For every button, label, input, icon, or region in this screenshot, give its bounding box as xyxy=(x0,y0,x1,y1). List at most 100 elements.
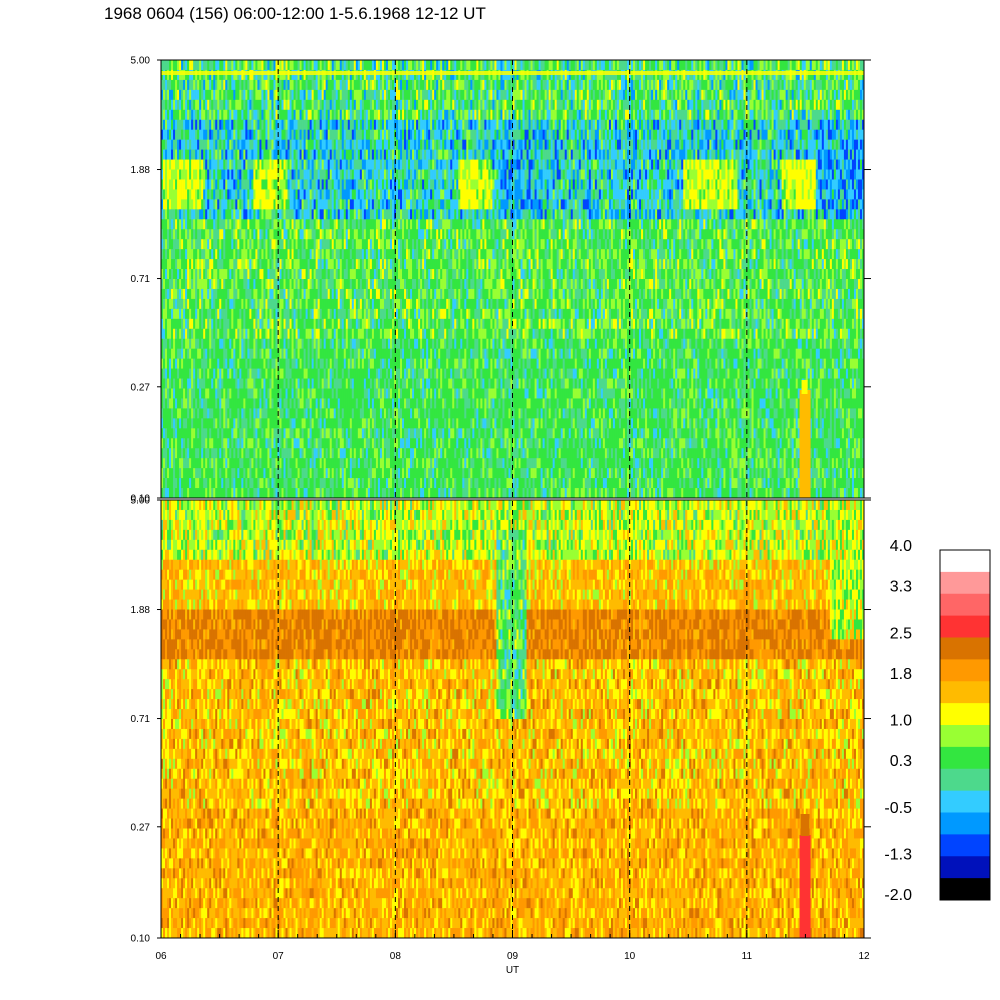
spectrogram-cell xyxy=(383,179,387,190)
spectrogram-cell xyxy=(371,169,375,180)
spectrogram-cell xyxy=(351,139,355,150)
spectrogram-cell xyxy=(404,328,407,340)
spectrogram-cell xyxy=(283,438,286,449)
spectrogram-cell xyxy=(468,378,471,399)
spectrogram-cell xyxy=(299,458,302,479)
spectrogram-cell xyxy=(458,199,461,210)
spectrogram-cell xyxy=(247,478,250,489)
spectrogram-cell xyxy=(383,169,387,180)
spectrogram-cell xyxy=(311,149,314,160)
spectrogram-cell xyxy=(337,189,341,200)
spectrogram-cell xyxy=(259,348,262,359)
spectrogram-cell xyxy=(387,249,391,260)
spectrogram-cell xyxy=(221,408,224,429)
spectrogram-cell xyxy=(237,298,240,320)
spectrogram-cell xyxy=(167,219,170,230)
spectrogram-cell xyxy=(396,288,399,300)
spectrogram-cell xyxy=(422,189,425,200)
spectrogram-cell xyxy=(161,468,164,489)
spectrogram-cell xyxy=(396,149,399,160)
spectrogram-cell xyxy=(247,189,250,200)
spectrogram-cell xyxy=(408,199,411,210)
spectrogram-cell xyxy=(307,408,310,429)
spectrogram-cell xyxy=(171,149,174,160)
spectrogram-cell xyxy=(428,488,431,499)
spectrogram-cell xyxy=(434,159,437,170)
spectrogram-cell xyxy=(269,219,272,230)
spectrogram-cell xyxy=(420,308,423,320)
spectrogram-cell xyxy=(327,209,331,220)
spectrogram-cell xyxy=(341,488,345,499)
spectrogram-cell xyxy=(275,139,278,160)
spectrogram-cell xyxy=(223,428,226,439)
spectrogram-cell xyxy=(279,298,282,340)
spectrogram-cell xyxy=(456,179,459,190)
spectrogram-cell xyxy=(420,358,423,369)
spectrogram-cell xyxy=(406,358,409,369)
spectrogram-cell xyxy=(462,279,465,320)
spectrogram-cell xyxy=(183,358,186,389)
spectrogram-cell xyxy=(201,348,204,359)
spectrogram-cell xyxy=(343,139,347,150)
spectrogram-cell xyxy=(418,129,421,150)
spectrogram-cell xyxy=(219,458,222,469)
spectrogram-cell xyxy=(175,119,178,130)
spectrogram-cell xyxy=(273,149,276,160)
spectrogram-cell xyxy=(432,109,435,121)
spectrogram-cell xyxy=(243,358,246,399)
spectrogram-cell xyxy=(343,308,347,320)
spectrogram-cell xyxy=(398,318,401,330)
spectrogram-cell xyxy=(243,328,246,340)
spectrogram-cell xyxy=(353,189,357,200)
spectrogram-cell xyxy=(311,428,314,449)
spectrogram-cell xyxy=(383,408,387,419)
spectrogram-cell xyxy=(414,189,417,200)
spectrogram-cell xyxy=(181,378,184,389)
spectrogram-cell xyxy=(247,269,250,280)
spectrogram-cell xyxy=(337,139,341,170)
spectrogram-cell xyxy=(345,219,349,230)
spectrogram-cell xyxy=(223,139,226,150)
spectrogram-cell xyxy=(357,328,361,340)
spectrogram-cell xyxy=(171,308,174,320)
spectrogram-cell xyxy=(381,259,385,270)
spectrogram-cell xyxy=(273,119,276,130)
spectrogram-cell xyxy=(305,109,308,121)
spectrogram-cell xyxy=(283,328,286,340)
spectrogram-cell xyxy=(175,458,178,479)
spectrogram-cell xyxy=(319,159,322,170)
spectrogram-cell xyxy=(396,199,399,210)
spectrogram-cell xyxy=(446,348,449,359)
spectrogram-cell xyxy=(351,60,355,71)
spectrogram-cell xyxy=(191,109,194,121)
spectrogram-cell xyxy=(261,229,264,240)
spectrogram-cell xyxy=(267,418,270,439)
spectrogram-cell xyxy=(345,468,349,499)
spectrogram-cell xyxy=(424,60,427,71)
spectrogram-cell xyxy=(438,308,441,320)
spectrogram-cell xyxy=(337,239,341,250)
spectrogram-cell xyxy=(345,89,349,101)
spectrogram-cell xyxy=(357,229,361,240)
spectrogram-cell xyxy=(257,478,260,489)
spectrogram-cell xyxy=(363,179,367,190)
spectrogram-cell xyxy=(241,99,244,111)
spectrogram-cell xyxy=(315,119,318,130)
spectrogram-cell xyxy=(205,229,208,260)
spectrogram-cell xyxy=(466,348,469,369)
spectrogram-cell xyxy=(325,209,329,220)
spectrogram-cell xyxy=(432,229,435,240)
spectrogram-cell xyxy=(396,239,399,260)
spectrogram-cell xyxy=(211,79,214,91)
spectrogram-cell xyxy=(283,239,286,250)
spectrogram-cell xyxy=(235,119,238,130)
spectrogram-cell xyxy=(333,249,337,260)
spectrogram-cell xyxy=(199,159,202,170)
spectrogram-cell xyxy=(341,338,345,349)
spectrogram-cell xyxy=(408,249,411,280)
spectrogram-cell xyxy=(211,378,214,389)
spectrogram-cell xyxy=(209,129,212,140)
spectrogram-cell xyxy=(181,179,184,200)
spectrogram-cell xyxy=(442,448,445,469)
spectrogram-cell xyxy=(221,239,224,260)
